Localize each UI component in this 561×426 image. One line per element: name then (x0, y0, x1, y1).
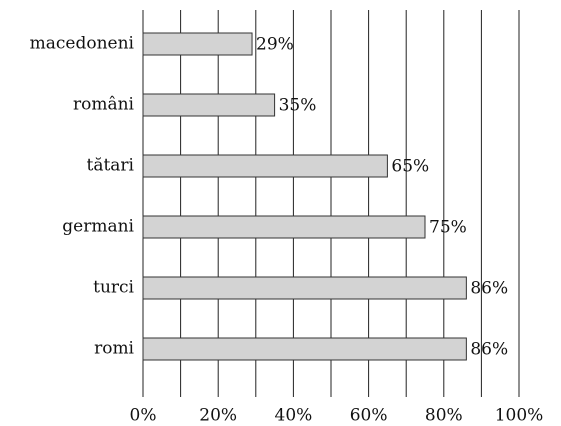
x-tick-label: 100% (495, 406, 544, 426)
x-tick-label: 40% (275, 406, 313, 426)
bar (142, 215, 426, 239)
bar (142, 32, 253, 56)
bar (142, 337, 467, 361)
y-tick-label: turci (93, 278, 134, 298)
value-label: 86% (470, 279, 508, 299)
y-tick-label: germani (62, 217, 134, 237)
y-tick-label: români (73, 95, 135, 115)
value-label: 86% (470, 340, 508, 360)
value-label: 35% (279, 96, 317, 116)
x-tick-label: 80% (425, 406, 463, 426)
value-label: 29% (256, 35, 294, 55)
y-tick-label: tătari (87, 156, 135, 176)
bar (142, 154, 388, 178)
value-label: 75% (429, 218, 467, 238)
x-tick-label: 0% (130, 406, 157, 426)
bar (142, 93, 276, 117)
x-tick-label: 60% (350, 406, 388, 426)
y-tick-label: romi (94, 339, 134, 359)
value-label: 65% (391, 157, 429, 177)
y-tick-label: macedoneni (30, 34, 135, 54)
bar (142, 276, 467, 300)
x-tick-label: 20% (199, 406, 237, 426)
